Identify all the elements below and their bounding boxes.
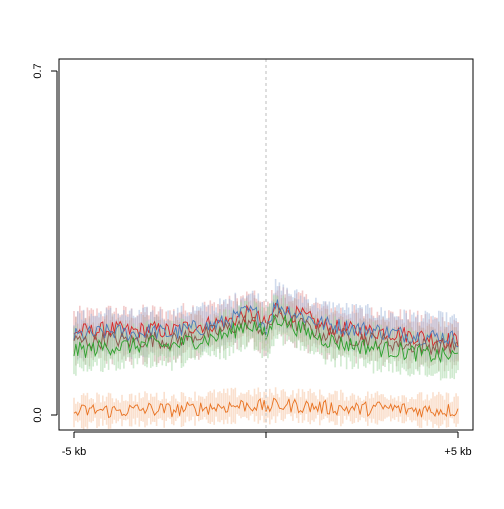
x-axis: -5 kb +5 kb: [62, 431, 472, 458]
y-tick-label: 0.0: [32, 407, 44, 422]
x-tick-label: +5 kb: [444, 446, 471, 458]
y-axis: 0.0 0.7: [32, 63, 58, 423]
plot-frame: [58, 58, 474, 431]
y-tick-label: 0.7: [32, 63, 44, 78]
series-line-3: [73, 314, 459, 364]
series-line-4: [73, 397, 459, 419]
x-tick-label: -5 kb: [62, 446, 86, 458]
series-line-1: [73, 299, 459, 348]
